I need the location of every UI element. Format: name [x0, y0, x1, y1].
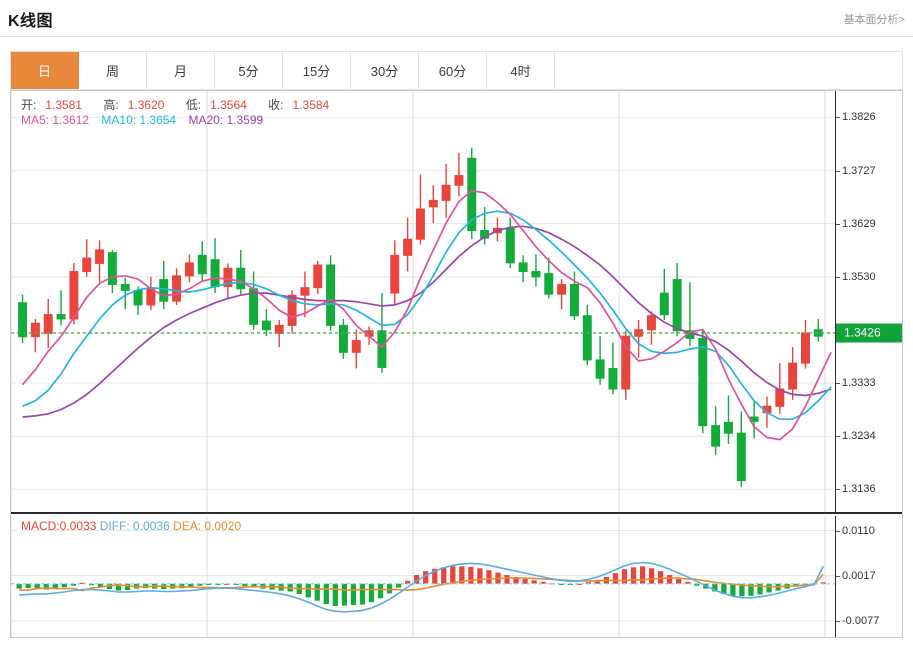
dea-value: DEA: 0.0020	[173, 519, 242, 533]
price-pane: 开: 1.3581 高: 1.3620 低: 1.3564 收: 1.3584 MA5:…	[11, 91, 902, 514]
macd-axis-tick-label: 0.0110	[842, 524, 875, 537]
high-value: 1.3620	[127, 98, 165, 112]
axis-tick-mark	[836, 530, 840, 532]
ma-legend: MA5: 1.3612 MA10: 1.3654 MA20: 1.3599	[21, 113, 272, 127]
ma20-legend: MA20: 1.3599	[188, 113, 264, 127]
low-label: 低:	[185, 98, 202, 112]
page-title: K线图	[8, 13, 54, 30]
axis-tick-mark	[836, 117, 840, 119]
page-header: K线图 基本面分析>	[0, 0, 913, 37]
high-label: 高:	[103, 98, 119, 112]
macd-axis-tick-label: 0.0017	[842, 569, 876, 582]
macd-value: MACD:0.0033	[21, 519, 97, 533]
price-axis: 1.3826 1.3727 1.3629 1.3530 1.3426 1.3333 1.32…	[835, 91, 902, 512]
tab-label: 周	[105, 64, 119, 79]
macd-axis-tick-label: -0.0077	[842, 615, 880, 628]
current-price-badge: 1.3426	[836, 323, 902, 343]
price-plot[interactable]	[11, 91, 835, 512]
axis-tick-mark	[836, 276, 840, 278]
tab-label: 月	[173, 64, 187, 79]
tab-label: 30分	[370, 64, 399, 79]
tab-6[interactable]: 60分	[419, 52, 487, 89]
open-value: 1.3581	[45, 98, 83, 112]
diff-value: DIFF: 0.0036	[99, 519, 170, 533]
ma5-legend: MA5: 1.3612	[21, 113, 90, 127]
tabbar-filler	[555, 52, 902, 89]
close-label: 收:	[268, 98, 284, 112]
low-value: 1.3564	[210, 98, 247, 112]
fundamental-analysis-link[interactable]: 基本面分析>	[843, 14, 905, 26]
axis-tick-mark	[836, 223, 840, 225]
axis-tick-mark	[836, 575, 840, 577]
open-label: 开:	[21, 98, 37, 112]
tab-label: 60分	[438, 64, 467, 79]
close-value: 1.3584	[292, 98, 330, 112]
macd-pane: MACD:0.0033 DIFF: 0.0036 DEA: 0.0020 0.0…	[11, 516, 902, 637]
ma10-legend: MA10: 1.3654	[101, 113, 177, 127]
tab-2[interactable]: 月	[147, 52, 215, 89]
tab-1[interactable]: 周	[79, 52, 147, 89]
tab-5[interactable]: 30分	[351, 52, 419, 89]
price-axis-tick-label: 1.3629	[842, 217, 876, 230]
axis-tick-mark	[836, 621, 840, 623]
macd-axis: 0.0110 0.0017 -0.0077	[835, 516, 902, 637]
price-axis-tick-label: 1.3234	[842, 430, 876, 443]
tab-label: 日	[37, 64, 51, 79]
tab-0[interactable]: 日	[11, 52, 79, 89]
price-axis-tick-label: 1.3826	[842, 111, 876, 124]
macd-legend: MACD:0.0033 DIFF: 0.0036 DEA: 0.0020	[21, 519, 241, 533]
tab-3[interactable]: 5分	[215, 52, 283, 89]
axis-tick-mark	[836, 332, 840, 334]
tab-label: 4时	[510, 64, 531, 79]
macd-plot[interactable]	[11, 516, 835, 637]
chart-container: 开: 1.3581 高: 1.3620 低: 1.3564 收: 1.3584 MA5:…	[10, 90, 903, 638]
axis-tick-mark	[836, 170, 840, 172]
timeframe-tabbar: 日 周 月 5分 15分 30分 60分 4时	[10, 51, 903, 90]
tab-label: 15分	[302, 64, 331, 79]
price-axis-tick-label: 1.3333	[842, 377, 876, 390]
tab-7[interactable]: 4时	[487, 52, 555, 89]
price-axis-tick-label: 1.3727	[842, 164, 876, 177]
tab-4[interactable]: 15分	[283, 52, 351, 89]
price-axis-tick-label: 1.3530	[842, 270, 876, 283]
price-axis-tick-label: 1.3136	[842, 483, 876, 496]
axis-tick-mark	[836, 489, 840, 491]
axis-tick-mark	[836, 436, 840, 438]
ohlc-legend: 开: 1.3581 高: 1.3620 低: 1.3564 收: 1.3584	[21, 96, 347, 113]
tab-label: 5分	[238, 64, 259, 79]
axis-tick-mark	[836, 383, 840, 385]
